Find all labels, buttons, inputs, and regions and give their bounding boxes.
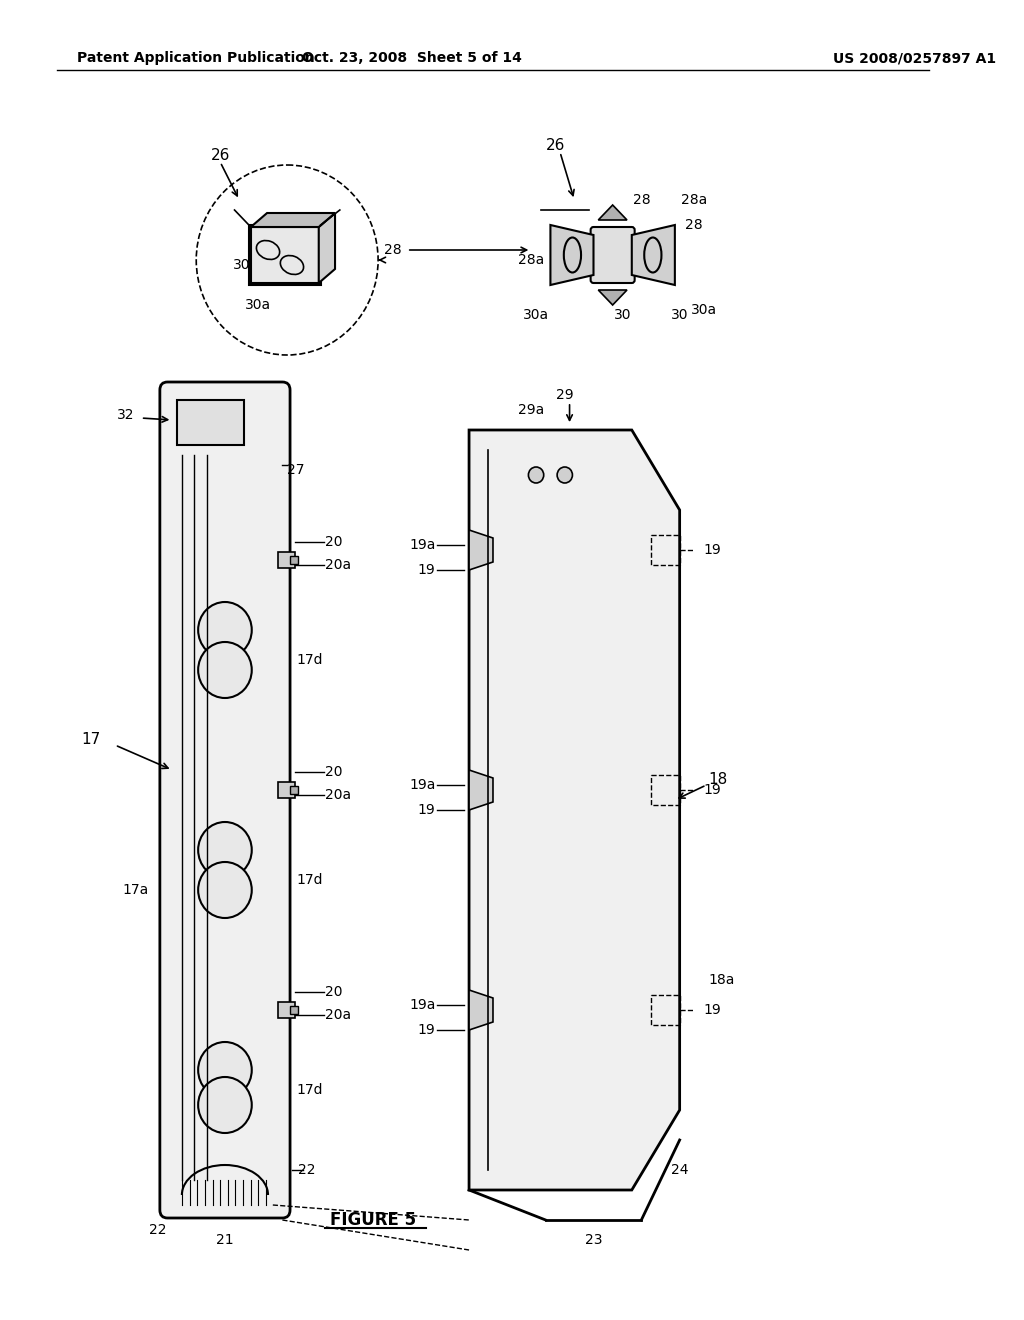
Text: US 2008/0257897 A1: US 2008/0257897 A1 xyxy=(833,51,996,65)
Circle shape xyxy=(528,467,544,483)
Text: 18: 18 xyxy=(709,772,728,788)
Polygon shape xyxy=(469,770,493,810)
Polygon shape xyxy=(469,531,493,570)
Polygon shape xyxy=(598,290,627,305)
Text: 17d: 17d xyxy=(297,1082,324,1097)
Polygon shape xyxy=(251,213,335,227)
Text: 20: 20 xyxy=(326,766,343,779)
Bar xyxy=(290,1006,298,1014)
Bar xyxy=(278,552,295,568)
Circle shape xyxy=(557,467,572,483)
Text: 30a: 30a xyxy=(690,304,717,317)
Text: 30a: 30a xyxy=(523,308,549,322)
Text: 19: 19 xyxy=(703,1003,721,1016)
Text: 20: 20 xyxy=(326,985,343,999)
Text: 20a: 20a xyxy=(326,788,351,803)
Circle shape xyxy=(199,1077,252,1133)
Polygon shape xyxy=(598,205,627,220)
Text: 19: 19 xyxy=(418,1023,435,1038)
Text: 30: 30 xyxy=(613,308,631,322)
Bar xyxy=(651,775,680,805)
Bar xyxy=(290,785,298,795)
Text: 17d: 17d xyxy=(297,653,324,667)
Text: 19: 19 xyxy=(703,543,721,557)
Text: 19: 19 xyxy=(418,803,435,817)
Text: Oct. 23, 2008  Sheet 5 of 14: Oct. 23, 2008 Sheet 5 of 14 xyxy=(302,51,521,65)
Text: 19a: 19a xyxy=(410,998,435,1012)
Text: 20a: 20a xyxy=(326,1008,351,1022)
Polygon shape xyxy=(469,990,493,1030)
Text: 23: 23 xyxy=(585,1233,602,1247)
Text: 19a: 19a xyxy=(410,777,435,792)
Text: 22: 22 xyxy=(298,1163,315,1177)
Text: 19: 19 xyxy=(703,783,721,797)
Text: 20: 20 xyxy=(326,535,343,549)
Circle shape xyxy=(199,862,252,917)
Text: 29: 29 xyxy=(556,388,573,403)
Text: 18a: 18a xyxy=(709,973,735,987)
Circle shape xyxy=(199,602,252,657)
Text: 28a: 28a xyxy=(518,253,545,267)
Text: 17d: 17d xyxy=(297,873,324,887)
Text: 28: 28 xyxy=(384,243,401,257)
Text: 28: 28 xyxy=(685,218,702,232)
FancyBboxPatch shape xyxy=(591,227,635,282)
Text: 20a: 20a xyxy=(326,558,351,572)
Polygon shape xyxy=(632,224,675,285)
Text: 26: 26 xyxy=(211,148,229,162)
Text: 30: 30 xyxy=(232,257,250,272)
Polygon shape xyxy=(318,213,335,282)
Text: 27: 27 xyxy=(287,463,305,477)
FancyBboxPatch shape xyxy=(160,381,290,1218)
Text: 29a: 29a xyxy=(518,403,545,417)
Text: 26: 26 xyxy=(546,137,565,153)
Text: 19: 19 xyxy=(418,564,435,577)
Text: 30: 30 xyxy=(671,308,688,322)
Text: 17a: 17a xyxy=(122,883,148,898)
Text: 30a: 30a xyxy=(246,298,271,312)
Bar xyxy=(651,995,680,1026)
Text: 28: 28 xyxy=(633,193,650,207)
Polygon shape xyxy=(551,224,594,285)
Bar xyxy=(278,781,295,799)
Circle shape xyxy=(199,822,252,878)
Text: 28a: 28a xyxy=(681,193,708,207)
Text: 22: 22 xyxy=(150,1224,167,1237)
Text: Patent Application Publication: Patent Application Publication xyxy=(77,51,314,65)
Bar xyxy=(177,400,244,445)
Text: 24: 24 xyxy=(671,1163,688,1177)
Bar xyxy=(278,1002,295,1018)
Text: 32: 32 xyxy=(117,408,134,422)
Text: 19a: 19a xyxy=(410,539,435,552)
Polygon shape xyxy=(469,430,680,1191)
Polygon shape xyxy=(251,227,318,282)
Text: FIGURE 5: FIGURE 5 xyxy=(331,1210,417,1229)
Text: 21: 21 xyxy=(216,1233,233,1247)
Circle shape xyxy=(199,1041,252,1098)
Bar xyxy=(290,556,298,564)
Circle shape xyxy=(199,642,252,698)
Text: 17: 17 xyxy=(81,733,100,747)
Bar xyxy=(651,535,680,565)
